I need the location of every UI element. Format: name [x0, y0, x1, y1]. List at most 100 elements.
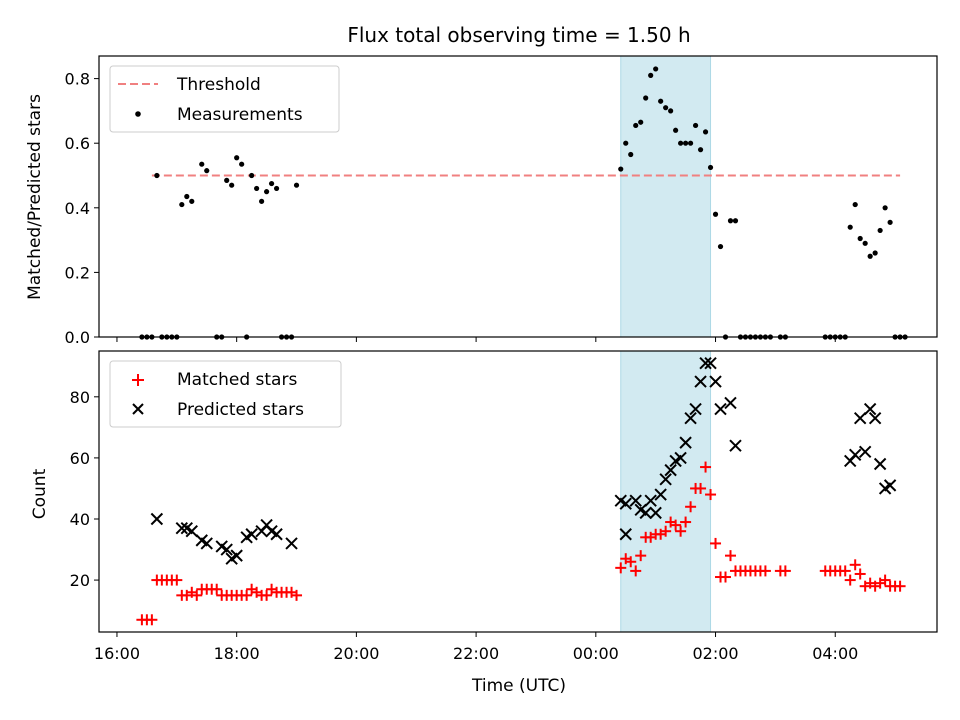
- measurement-point: [184, 193, 190, 200]
- bottom-axes: 16:00 18:00 20:00 22:00 00:00 02:00 04:00 20 40 6…: [30, 350, 938, 696]
- predicted-stars-point: [883, 479, 897, 492]
- top-ticks-layer: 0.0 0.2 0.4 0.6 0.8: [65, 70, 836, 347]
- top-y-tick-label: 0.4: [65, 199, 90, 218]
- predicted-stars-point: [724, 396, 737, 410]
- matched-stars-point: [615, 562, 627, 574]
- figure-title: Flux total observing time = 1.50 h: [347, 23, 690, 47]
- predicted-stars-point: [185, 524, 198, 538]
- predicted-stars-point: [175, 521, 189, 535]
- top-y-tick-label: 0.0: [65, 328, 90, 347]
- predicted-stars-point: [873, 457, 887, 471]
- predicted-stars-point: [285, 537, 298, 550]
- matched-stars-point: [720, 571, 732, 583]
- matched-stars-point: [660, 525, 672, 537]
- measurement-point: [692, 122, 699, 129]
- measurement-point: [877, 227, 883, 234]
- predicted-stars-point: [729, 439, 742, 452]
- measurement-point: [872, 250, 878, 256]
- x-tick-label: 18:00: [214, 644, 260, 663]
- measurement-point: [862, 240, 868, 246]
- legend-predicted-swatch: [132, 403, 144, 415]
- measurement-point: [702, 129, 709, 135]
- measurement-point: [658, 98, 664, 104]
- measurement-point: [199, 161, 205, 167]
- measurement-point: [249, 172, 255, 179]
- measurement-point: [678, 140, 684, 146]
- bottom-y-tick-label: 40: [70, 510, 90, 529]
- measurement-point: [154, 172, 160, 179]
- matched-stars-point: [849, 559, 861, 571]
- bottom-y-tick-label: 20: [70, 571, 90, 590]
- matched-stars-point: [894, 580, 906, 592]
- x-tick-label: 02:00: [692, 644, 738, 663]
- bottom-highlight-span: [620, 350, 712, 633]
- measurement-point: [687, 140, 694, 146]
- predicted-stars-point: [659, 473, 672, 486]
- measurement-point: [618, 166, 624, 172]
- matched-stars-point: [670, 519, 682, 531]
- bottom-ylabel: Count: [30, 468, 50, 519]
- legend-measurements-label: Measurements: [177, 105, 303, 125]
- measurement-point: [847, 224, 853, 230]
- matched-stars-point: [171, 574, 183, 586]
- top-highlight-span: [620, 55, 712, 338]
- predicted-stars-point: [853, 411, 867, 425]
- predicted-stars-point: [644, 494, 657, 507]
- measurement-point: [643, 95, 649, 101]
- predicted-stars-point: [704, 357, 717, 370]
- measurement-point: [727, 218, 734, 224]
- predicted-stars-point: [200, 537, 213, 550]
- matched-stars-point: [680, 516, 692, 528]
- matched-stars-point: [710, 537, 722, 549]
- matched-stars-point: [854, 568, 866, 580]
- matched-stars-point: [635, 550, 647, 562]
- bottom-highlight-span-layer: [620, 350, 712, 633]
- measurement-point: [293, 182, 300, 188]
- x-tick-label: 04:00: [812, 644, 858, 663]
- predicted-stars-point: [150, 512, 164, 526]
- predicted-stars-point: [679, 436, 692, 449]
- measurement-point: [673, 127, 679, 133]
- predicted-stars-point: [619, 497, 632, 510]
- matched-stars-point: [695, 482, 707, 494]
- measurement-point: [663, 105, 669, 111]
- bottom-legend: Matched stars Predicted stars: [109, 360, 342, 428]
- measurement-point: [623, 140, 629, 146]
- legend-threshold-label: Threshold: [176, 75, 261, 95]
- measurement-point: [273, 185, 280, 192]
- predicted-stars-point: [654, 488, 667, 501]
- measurement-point: [239, 161, 245, 167]
- top-axes: 0.00.20.40.60.8 Matched/Predicted stars …: [25, 55, 938, 347]
- measurement-point: [887, 219, 893, 225]
- predicted-stars-point: [694, 375, 707, 388]
- top-axes-frame: [98, 55, 938, 338]
- measurement-point: [204, 168, 210, 174]
- predicted-stars-point: [863, 402, 877, 416]
- measurement-point: [254, 185, 260, 192]
- matched-stars-point: [844, 574, 856, 586]
- x-tick-label: 20:00: [333, 644, 379, 663]
- top-legend: Threshold Measurements: [109, 65, 340, 133]
- top-y-tick-label: 0.2: [65, 263, 90, 282]
- measurement-point: [857, 235, 863, 242]
- measurement-point: [633, 122, 639, 129]
- legend-matched-label: Matched stars: [177, 370, 297, 390]
- matched-stars-point: [759, 565, 771, 577]
- measurement-point: [852, 201, 858, 208]
- predicted-stars-point: [714, 402, 727, 416]
- predicted-stars-point: [649, 506, 662, 520]
- measurement-point: [189, 198, 195, 204]
- top-legend-box: [109, 65, 340, 133]
- predicted-stars-point: [674, 451, 687, 465]
- bottom-xlabel: Time (UTC): [471, 676, 566, 696]
- predicted-stars-point: [664, 463, 677, 477]
- matched-stars-point: [625, 556, 637, 568]
- measurement-point: [264, 189, 270, 195]
- predicted-stars-point: [220, 543, 233, 556]
- predicted-stars-point: [858, 445, 872, 459]
- matched-stars-point: [779, 565, 791, 577]
- matched-stars-point: [685, 501, 697, 513]
- matched-stars-point: [261, 589, 273, 601]
- matched-stars-point: [291, 589, 303, 601]
